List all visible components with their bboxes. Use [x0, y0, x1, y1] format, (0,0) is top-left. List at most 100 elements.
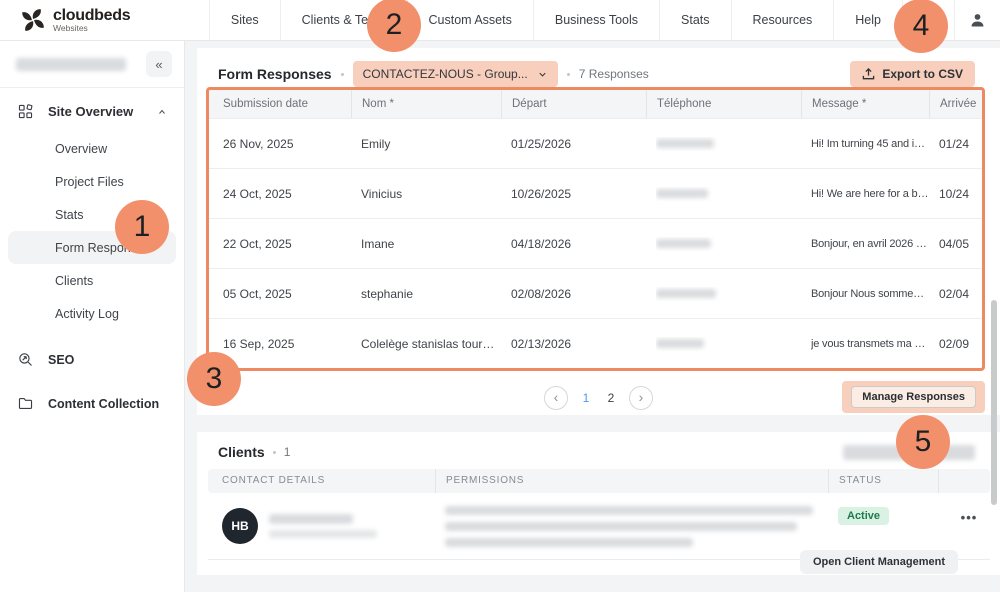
table-row[interactable]: 05 Oct, 2025 stephanie 02/08/2026 Bonjou… — [209, 268, 982, 318]
cell-depart: 02/13/2026 — [511, 336, 572, 351]
brand-product: Websites — [53, 22, 88, 33]
cell-nom: Vinicius — [361, 186, 403, 201]
cell-date: 05 Oct, 2025 — [223, 286, 292, 301]
cell-message: je vous transmets ma dem... — [811, 337, 939, 350]
divider — [208, 559, 990, 560]
col-depart: Départ — [501, 90, 656, 118]
pagination-prev-button[interactable]: ‹ — [544, 386, 568, 410]
sidebar-section-site-overview[interactable]: Site Overview — [0, 88, 184, 132]
account-button[interactable] — [954, 0, 1000, 40]
sidebar-item-seo[interactable]: SEO — [0, 336, 184, 380]
brand-name: cloudbeds — [53, 6, 131, 24]
sidebar: « Site Overview Overview Project Files S… — [0, 41, 185, 592]
form-responses-panel: Form Responses CONTACTEZ-NOUS - Group...… — [197, 48, 1000, 415]
cell-nom: Colelège stanislas tournoi ... — [361, 336, 511, 351]
contact-cell: HB — [222, 504, 445, 547]
table-row[interactable]: 26 Nov, 2025 Emily 01/25/2026 Hi! Im tur… — [209, 118, 982, 168]
col-permissions: PERMISSIONS — [435, 469, 838, 493]
cell-depart: 10/26/2025 — [511, 186, 572, 201]
tab-help[interactable]: Help — [833, 0, 902, 40]
cell-depart: 02/08/2026 — [511, 286, 572, 301]
sidebar-collapse-button[interactable]: « — [146, 51, 172, 77]
pagination-page-1[interactable]: 1 — [582, 391, 590, 405]
separator-dot — [566, 72, 570, 76]
user-icon — [971, 13, 984, 26]
col-arrivee: Arrivée — [929, 90, 982, 118]
sidebar-item-stats[interactable]: Stats — [55, 207, 84, 222]
seo-search-icon — [19, 353, 32, 366]
cell-arrivee: 02/04 — [939, 286, 970, 301]
responses-count: 7 Responses — [578, 67, 649, 81]
sidebar-section-label: Site Overview — [48, 104, 134, 119]
table-row[interactable]: 22 Oct, 2025 Imane 04/18/2026 Bonjour, e… — [209, 218, 982, 268]
cell-depart: 04/18/2026 — [511, 236, 572, 251]
cell-date: 24 Oct, 2025 — [223, 186, 292, 201]
form-responses-header: Form Responses CONTACTEZ-NOUS - Group...… — [197, 48, 1000, 87]
cell-arrivee: 04/05 — [939, 236, 970, 251]
row-menu-button[interactable]: ••• — [960, 510, 978, 525]
table-row[interactable]: 24 Oct, 2025 Vinicius 10/26/2025 Hi! We … — [209, 168, 982, 218]
pagination: ‹ 1 2 › — [197, 386, 1000, 410]
sidebar-item-clients[interactable]: Clients — [55, 273, 94, 288]
sidebar-subitems: Overview Project Files Stats Form Respon… — [0, 132, 184, 330]
cloudbeds-swirl-icon — [22, 9, 44, 31]
cell-message: Hi! Im turning 45 and im loo... — [811, 137, 939, 150]
form-selector-value: CONTACTEZ-NOUS - Group... — [362, 67, 528, 81]
folder-icon — [18, 397, 33, 410]
permissions-cell — [445, 504, 838, 547]
cell-date: 22 Oct, 2025 — [223, 236, 292, 251]
cell-telephone-redacted — [656, 337, 811, 351]
cell-nom: Imane — [361, 236, 395, 251]
pagination-next-button[interactable]: › — [629, 386, 653, 410]
col-status: STATUS — [828, 469, 948, 493]
callout-badge-2: 2 — [367, 0, 421, 52]
tab-sites[interactable]: Sites — [208, 0, 280, 40]
clients-title: Clients — [218, 444, 265, 460]
cell-arrivee: 10/24 — [939, 186, 970, 201]
cell-date: 26 Nov, 2025 — [223, 136, 294, 151]
manage-responses-button[interactable]: Manage Responses — [851, 386, 976, 408]
tab-stats[interactable]: Stats — [659, 0, 731, 40]
status-badge: Active — [838, 507, 890, 525]
client-email-redacted — [269, 529, 377, 538]
form-selector-dropdown[interactable]: CONTACTEZ-NOUS - Group... — [352, 61, 558, 87]
table-row[interactable]: 16 Sep, 2025 Colelège stanislas tournoi … — [209, 318, 982, 368]
grid-icon — [18, 104, 33, 119]
cell-depart: 01/25/2026 — [511, 136, 572, 151]
avatar: HB — [222, 507, 258, 544]
page-title: Form Responses — [218, 66, 332, 82]
cell-nom: Emily — [361, 136, 391, 151]
tab-custom-assets[interactable]: Custom Assets — [406, 0, 533, 40]
nav-tabs: Sites Clients & Team Custom Assets Busin… — [208, 0, 1000, 40]
open-client-management-button[interactable]: Open Client Management — [799, 550, 958, 574]
tab-resources[interactable]: Resources — [730, 0, 834, 40]
client-row[interactable]: HB Active ••• — [208, 493, 990, 559]
clients-table-header: CONTACT DETAILS PERMISSIONS STATUS — [208, 469, 990, 493]
property-name-redacted — [16, 57, 126, 71]
cell-message: Bonjour, en avril 2026 nous ... — [811, 237, 939, 250]
responses-table: Submission date Nom * Départ Téléphone M… — [209, 90, 982, 368]
callout-badge-3: 3 — [187, 352, 241, 406]
export-icon — [863, 67, 875, 79]
vertical-scrollbar[interactable] — [991, 300, 997, 505]
sidebar-item-project-files[interactable]: Project Files — [55, 174, 124, 189]
sidebar-item-overview[interactable]: Overview — [55, 141, 108, 156]
separator-dot — [272, 450, 276, 454]
manage-responses-highlight: Manage Responses — [842, 381, 985, 413]
tab-business-tools[interactable]: Business Tools — [532, 0, 659, 40]
cell-telephone-redacted — [656, 237, 811, 251]
cell-message: Hi! We are here for a bachel... — [811, 187, 939, 200]
clients-header: Clients 1 — [197, 432, 1000, 469]
sidebar-item-content-collection[interactable]: Content Collection — [0, 380, 184, 424]
cell-telephone-redacted — [656, 187, 811, 201]
export-to-csv-button[interactable]: Export to CSV — [850, 61, 975, 87]
pagination-page-2[interactable]: 2 — [607, 391, 615, 405]
cell-message: Bonjour Nous sommes un ... — [811, 287, 939, 300]
separator-dot — [340, 72, 344, 76]
status-cell: Active — [838, 504, 948, 547]
sidebar-item-activity-log[interactable]: Activity Log — [55, 306, 119, 321]
cell-arrivee: 01/24 — [939, 136, 970, 151]
cloudbeds-logo[interactable]: cloudbeds Websites — [0, 0, 131, 40]
callout-badge-5: 5 — [896, 415, 950, 469]
tab-clients-team[interactable]: Clients & Team — [279, 0, 407, 40]
